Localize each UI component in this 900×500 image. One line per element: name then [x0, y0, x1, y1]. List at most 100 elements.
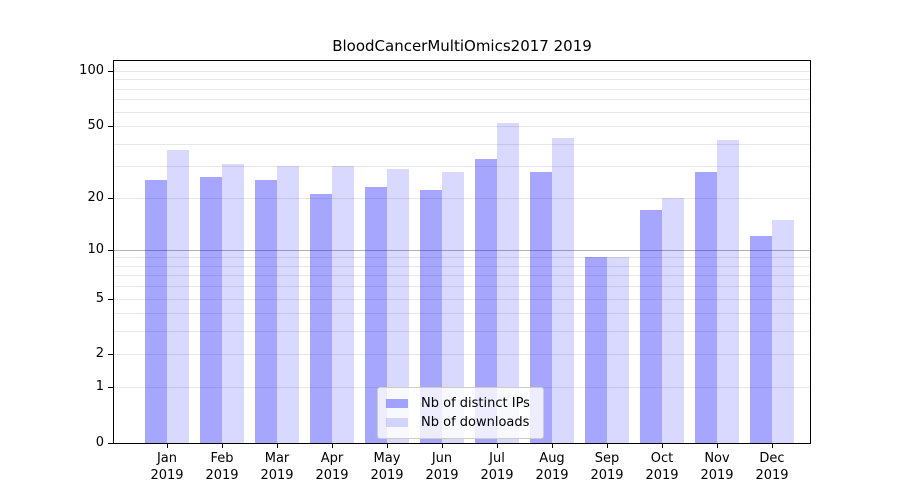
y-tick-label-5: 5: [95, 291, 104, 306]
y-tick-mark-2: [108, 354, 113, 355]
bar-jan-downloads: [166, 149, 189, 443]
bar-dec-downloads: [771, 219, 794, 443]
x-tick-mark-jan: [167, 444, 168, 448]
y-tick-mark-5: [108, 299, 113, 300]
x-tick-month: Aug: [539, 451, 565, 466]
gridline-5: [114, 298, 810, 300]
x-tick-year: 2019: [315, 468, 349, 483]
gridline-9: [114, 256, 810, 258]
x-tick-mark-apr: [332, 444, 333, 448]
legend-label-distinct-ips: Nb of distinct IPs: [421, 396, 530, 411]
gridline-50: [114, 125, 810, 127]
bar-aug-distinct-ips: [529, 171, 552, 443]
x-tick-month: Sep: [594, 451, 620, 466]
x-tick-month: May: [373, 451, 401, 466]
bar-nov-distinct-ips: [694, 171, 717, 443]
y-tick-label-100: 100: [79, 63, 104, 78]
x-tick-mark-dec: [772, 444, 773, 448]
x-tick-label-jun: Jun 2019: [412, 450, 472, 484]
gridline-60: [114, 111, 810, 113]
x-tick-year: 2019: [590, 468, 624, 483]
legend: Nb of distinct IPs Nb of downloads: [377, 387, 544, 439]
x-tick-label-feb: Feb 2019: [192, 450, 252, 484]
plot-area: Nb of distinct IPs Nb of downloads: [113, 60, 811, 444]
x-tick-label-may: May 2019: [357, 450, 417, 484]
x-tick-month: Jul: [489, 451, 505, 466]
gridline-3: [114, 330, 810, 332]
x-tick-label-mar: Mar 2019: [247, 450, 307, 484]
bar-jun-downloads: [441, 171, 464, 443]
x-tick-label-aug: Aug 2019: [522, 450, 582, 484]
x-tick-month: Jun: [431, 451, 453, 466]
gridline-8: [114, 265, 810, 267]
y-tick-mark-100: [108, 71, 113, 72]
x-tick-mark-may: [387, 444, 388, 448]
x-tick-label-dec: Dec 2019: [742, 450, 802, 484]
y-tick-label-1: 1: [95, 379, 104, 394]
x-tick-mark-aug: [552, 444, 553, 448]
y-tick-mark-1: [108, 387, 113, 388]
x-tick-label-apr: Apr 2019: [302, 450, 362, 484]
gridline-4: [114, 312, 810, 314]
bar-sep-downloads: [606, 257, 629, 443]
bar-apr-distinct-ips: [309, 193, 332, 443]
bar-mar-distinct-ips: [254, 180, 277, 443]
y-tick-label-0: 0: [95, 435, 104, 450]
x-tick-year: 2019: [755, 468, 789, 483]
x-tick-label-nov: Nov 2019: [687, 450, 747, 484]
bar-feb-downloads: [221, 163, 244, 443]
chart-title: BloodCancerMultiOmics2017 2019: [332, 37, 592, 55]
gridline-10: [114, 249, 810, 251]
x-tick-mark-oct: [662, 444, 663, 448]
x-tick-mark-mar: [277, 444, 278, 448]
bar-jan-distinct-ips: [144, 180, 167, 443]
bar-jun-distinct-ips: [419, 190, 442, 443]
gridline-80: [114, 88, 810, 90]
bar-feb-distinct-ips: [199, 177, 222, 443]
x-tick-year: 2019: [645, 468, 679, 483]
x-tick-month: Nov: [704, 451, 730, 466]
legend-label-downloads: Nb of downloads: [421, 415, 530, 430]
x-tick-mark-sep: [607, 444, 608, 448]
x-tick-month: Dec: [759, 451, 785, 466]
y-tick-mark-50: [108, 126, 113, 127]
bar-apr-downloads: [331, 166, 354, 443]
x-tick-year: 2019: [260, 468, 294, 483]
gridline-90: [114, 78, 810, 80]
y-tick-label-20: 20: [87, 190, 104, 205]
x-tick-mark-jun: [442, 444, 443, 448]
y-tick-mark-10: [108, 250, 113, 251]
bar-may-distinct-ips: [364, 186, 387, 443]
legend-item-distinct-ips: Nb of distinct IPs: [378, 395, 543, 412]
y-tick-mark-0: [108, 443, 113, 444]
x-tick-year: 2019: [425, 468, 459, 483]
x-tick-mark-jul: [497, 444, 498, 448]
y-tick-mark-20: [108, 198, 113, 199]
gridline-20: [114, 197, 810, 199]
x-tick-year: 2019: [535, 468, 569, 483]
y-tick-label-2: 2: [95, 346, 104, 361]
gridline-100: [114, 70, 810, 72]
bar-aug-downloads: [551, 137, 574, 443]
legend-swatch-distinct-ips: [386, 399, 408, 408]
bar-oct-downloads: [661, 197, 684, 443]
x-tick-month: Mar: [264, 451, 290, 466]
bar-nov-downloads: [716, 139, 739, 443]
x-tick-mark-feb: [222, 444, 223, 448]
x-tick-label-sep: Sep 2019: [577, 450, 637, 484]
x-tick-label-oct: Oct 2019: [632, 450, 692, 484]
bar-dec-distinct-ips: [749, 236, 772, 443]
legend-item-downloads: Nb of downloads: [378, 414, 543, 431]
bar-jul-distinct-ips: [474, 158, 497, 443]
x-tick-label-jul: Jul 2019: [467, 450, 527, 484]
gridline-30: [114, 165, 810, 167]
x-tick-year: 2019: [480, 468, 514, 483]
bar-may-downloads: [386, 168, 409, 443]
y-tick-label-50: 50: [87, 118, 104, 133]
bar-mar-downloads: [276, 166, 299, 443]
gridline-2: [114, 353, 810, 355]
gridline-7: [114, 274, 810, 276]
x-tick-year: 2019: [370, 468, 404, 483]
x-tick-label-jan: Jan 2019: [137, 450, 197, 484]
x-tick-year: 2019: [205, 468, 239, 483]
